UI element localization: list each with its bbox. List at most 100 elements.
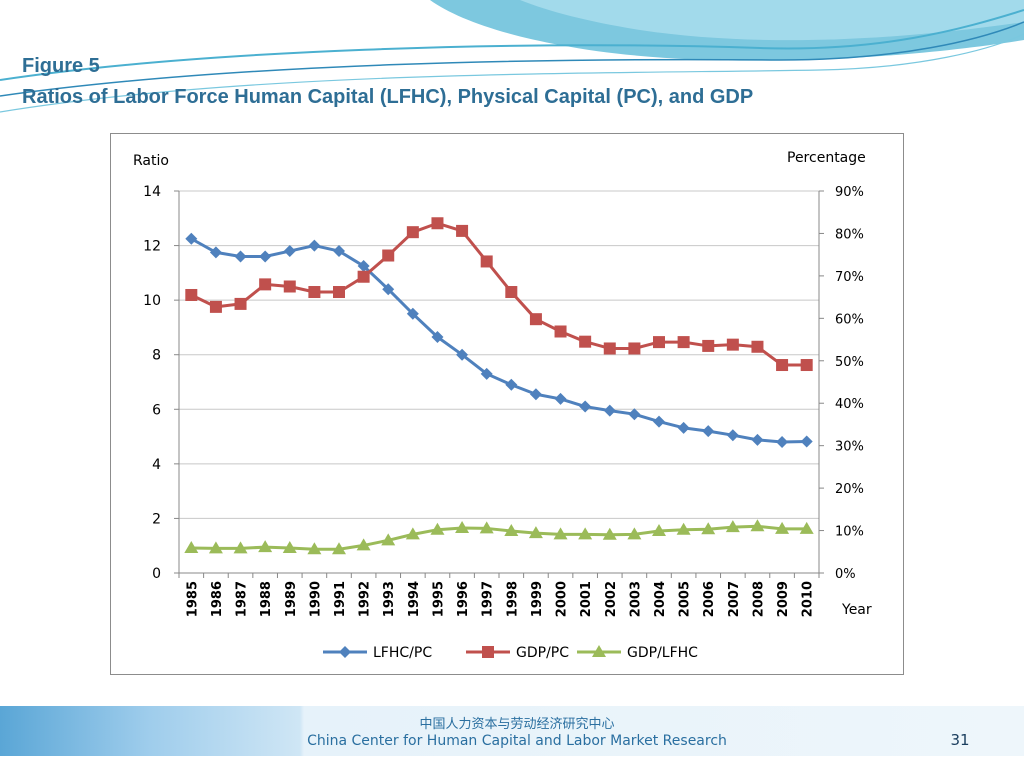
data-point-gdp-pc bbox=[333, 286, 345, 299]
data-point-lfhc-pc bbox=[259, 250, 272, 263]
data-point-lfhc-pc bbox=[480, 367, 493, 380]
x-axis-tick-label: 1996 bbox=[456, 581, 471, 617]
left-axis-tick-label: 2 bbox=[152, 511, 161, 527]
data-point-lfhc-pc bbox=[554, 392, 567, 405]
right-axis-tick-label: 90% bbox=[835, 185, 864, 200]
legend: LFHC/PC GDP/PC GDP/LFHC bbox=[323, 645, 698, 661]
data-point-lfhc-pc bbox=[456, 348, 469, 361]
data-point-gdp-pc bbox=[456, 224, 469, 237]
data-point-lfhc-pc bbox=[283, 245, 296, 258]
data-point-lfhc-pc bbox=[382, 283, 395, 296]
x-axis-tick-label: 1998 bbox=[505, 581, 520, 617]
data-point-gdp-pc bbox=[751, 340, 764, 353]
gridlines bbox=[179, 190, 819, 519]
x-axis-tick-label: 2008 bbox=[751, 581, 766, 617]
x-axis-tick-label: 1987 bbox=[235, 581, 250, 617]
footer-organization-chinese: 中国人力资本与劳动经济研究中心 bbox=[419, 717, 615, 732]
data-point-lfhc-pc bbox=[185, 232, 198, 245]
data-point-gdp-lfhc bbox=[701, 522, 716, 535]
data-point-gdp-pc bbox=[382, 249, 395, 262]
x-axis-tick-label: 1991 bbox=[333, 581, 348, 617]
x-axis-tick-label: 2010 bbox=[801, 581, 816, 617]
data-point-gdp-pc bbox=[505, 286, 518, 299]
series-line-lfhc-pc bbox=[190, 237, 807, 444]
data-point-gdp-lfhc bbox=[381, 533, 396, 546]
data-point-gdp-lfhc bbox=[332, 542, 346, 555]
data-point-gdp-lfhc bbox=[725, 520, 740, 533]
data-point-lfhc-pc bbox=[234, 250, 247, 263]
data-point-gdp-pc bbox=[603, 342, 616, 355]
data-point-gdp-pc bbox=[209, 300, 222, 313]
left-axis-tick-label: 6 bbox=[152, 402, 161, 418]
data-point-gdp-lfhc bbox=[282, 540, 297, 553]
data-point-gdp-lfhc bbox=[307, 542, 322, 555]
x-axis-tick-label: 1997 bbox=[481, 581, 496, 617]
data-point-gdp-lfhc bbox=[578, 527, 593, 540]
data-point-gdp-lfhc bbox=[750, 519, 765, 532]
data-point-lfhc-pc bbox=[209, 246, 222, 259]
data-point-gdp-lfhc bbox=[208, 541, 223, 554]
x-axis-tick-label: 2005 bbox=[678, 581, 693, 617]
data-point-gdp-lfhc bbox=[356, 538, 371, 551]
data-point-gdp-lfhc bbox=[602, 527, 617, 540]
data-point-gdp-pc bbox=[800, 359, 813, 372]
data-point-gdp-lfhc bbox=[430, 522, 445, 535]
right-axis-tick-label: 50% bbox=[835, 355, 864, 370]
left-axis-tick-label: 0 bbox=[152, 566, 161, 582]
data-point-gdp-pc bbox=[653, 336, 665, 349]
series-line-gdp-lfhc bbox=[191, 524, 807, 551]
legend-marker-gdp-pc bbox=[482, 646, 494, 658]
page-number: 31 bbox=[950, 731, 970, 749]
data-point-gdp-pc bbox=[726, 338, 739, 351]
data-point-gdp-pc bbox=[628, 342, 641, 355]
data-point-lfhc-pc bbox=[726, 429, 739, 442]
data-point-lfhc-pc bbox=[776, 436, 789, 449]
legend-marker-lfhc-pc bbox=[339, 646, 351, 658]
x-axis-tick-label: 2004 bbox=[653, 581, 668, 617]
right-axis-tick-label: 80% bbox=[835, 227, 864, 242]
right-axis-tick-label: 10% bbox=[835, 525, 864, 540]
data-point-lfhc-pc bbox=[677, 421, 690, 434]
data-point-gdp-pc bbox=[185, 288, 198, 301]
x-axis-tick-label: 2003 bbox=[628, 581, 643, 617]
x-axis-tick-label: 2001 bbox=[579, 581, 594, 617]
data-point-lfhc-pc bbox=[800, 435, 813, 448]
data-point-gdp-lfhc bbox=[233, 541, 248, 554]
data-point-gdp-pc bbox=[529, 313, 542, 326]
data-point-gdp-pc bbox=[480, 255, 493, 268]
data-point-lfhc-pc bbox=[603, 404, 616, 417]
data-point-gdp-pc bbox=[554, 325, 567, 338]
data-point-gdp-lfhc bbox=[528, 526, 543, 539]
data-point-lfhc-pc bbox=[406, 307, 419, 320]
x-axis-tick-label: 1985 bbox=[185, 581, 200, 617]
right-axis-tick-label: 60% bbox=[835, 312, 864, 327]
right-axis-tick-label: 70% bbox=[835, 270, 864, 285]
left-axis-tick-label: 4 bbox=[152, 457, 161, 473]
data-point-gdp-pc bbox=[259, 278, 272, 291]
right-axis-tick-label: 20% bbox=[835, 482, 864, 497]
data-point-gdp-pc bbox=[677, 336, 690, 349]
data-point-lfhc-pc bbox=[308, 239, 321, 252]
data-point-lfhc-pc bbox=[505, 378, 518, 391]
x-axis-tick-label: 1994 bbox=[407, 581, 422, 617]
x-axis-tick-label: 1992 bbox=[358, 581, 373, 617]
x-axis-tick-label: 2007 bbox=[727, 581, 742, 617]
data-point-gdp-lfhc bbox=[652, 523, 666, 536]
left-axis-label: Ratio bbox=[133, 153, 169, 169]
data-point-gdp-pc bbox=[234, 297, 247, 310]
x-axis-tick-label: 1999 bbox=[530, 581, 545, 617]
data-point-gdp-lfhc bbox=[775, 521, 790, 534]
data-point-gdp-pc bbox=[702, 339, 715, 352]
x-axis-tick-label: 1990 bbox=[308, 581, 323, 617]
data-point-gdp-lfhc bbox=[258, 540, 273, 553]
x-axis-tick-label: 2002 bbox=[604, 581, 619, 617]
data-point-gdp-lfhc bbox=[405, 527, 420, 540]
data-point-gdp-lfhc bbox=[479, 521, 494, 534]
right-axis-tick-label: 0% bbox=[835, 567, 856, 582]
data-point-gdp-lfhc bbox=[627, 527, 642, 540]
data-point-lfhc-pc bbox=[529, 388, 542, 401]
left-axis-tick-label: 12 bbox=[143, 239, 161, 255]
data-point-lfhc-pc bbox=[628, 408, 641, 421]
right-axis-label: Percentage bbox=[787, 150, 866, 166]
data-point-lfhc-pc bbox=[579, 400, 592, 413]
